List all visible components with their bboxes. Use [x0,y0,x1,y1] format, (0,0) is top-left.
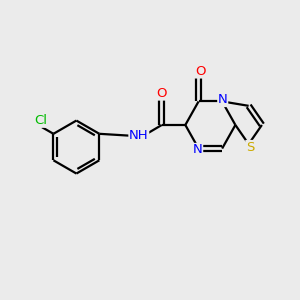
Text: O: O [157,87,167,100]
Text: N: N [193,143,202,157]
Text: O: O [195,65,205,78]
Text: N: N [218,93,228,106]
Text: Cl: Cl [34,114,47,127]
Text: NH: NH [129,129,148,142]
Text: S: S [246,141,254,154]
